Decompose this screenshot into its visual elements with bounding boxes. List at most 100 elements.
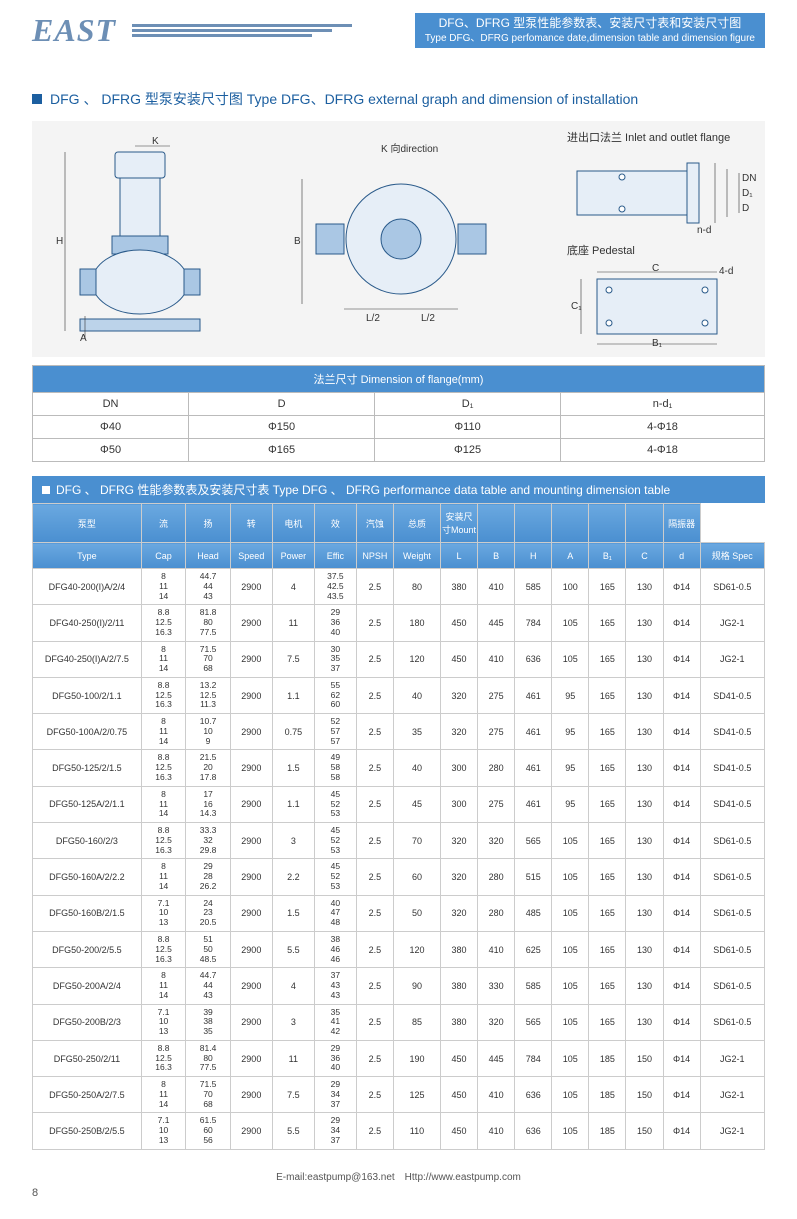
- table-cell: SD61-0.5: [700, 1004, 764, 1040]
- table-cell: 485: [515, 895, 552, 931]
- sub-header: NPSH: [356, 543, 393, 569]
- table-cell: 450: [440, 1040, 477, 1076]
- table-cell: 130: [626, 786, 663, 822]
- group-header: 流: [141, 504, 186, 543]
- table-cell: Φ14: [663, 1113, 700, 1149]
- table-cell: SD61-0.5: [700, 931, 764, 967]
- table-cell: DFG50-200/2/5.5: [33, 931, 142, 967]
- group-header: [552, 504, 589, 543]
- table-cell: 100: [552, 569, 589, 605]
- table-cell: 330: [478, 968, 515, 1004]
- table-cell: 242320.5: [186, 895, 231, 931]
- flange-col-header: D₁: [375, 393, 561, 416]
- sub-header: Effic: [314, 543, 356, 569]
- table-row: DFG50-100A/2/0.758111410.710929000.75525…: [33, 714, 765, 750]
- table-cell: DFG50-250B/2/5.5: [33, 1113, 142, 1149]
- table-cell: DFG50-100A/2/0.75: [33, 714, 142, 750]
- table-cell: Φ14: [663, 968, 700, 1004]
- table-cell: 5.5: [272, 931, 314, 967]
- table-row: DFG50-100/2/1.18.812.516.313.212.511.329…: [33, 677, 765, 713]
- table-cell: 44.74443: [186, 569, 231, 605]
- table-cell: 150: [626, 1077, 663, 1113]
- svg-text:D: D: [742, 203, 749, 214]
- table-cell: JG2-1: [700, 1040, 764, 1076]
- table-cell: 410: [478, 931, 515, 967]
- table-cell: 180: [393, 605, 440, 641]
- table-cell: 384646: [314, 931, 356, 967]
- table-cell: 515048.5: [186, 931, 231, 967]
- svg-text:DN: DN: [742, 173, 756, 184]
- table-cell: 7.5: [272, 1077, 314, 1113]
- table-cell: 105: [552, 968, 589, 1004]
- table-cell: 300: [440, 750, 477, 786]
- table-cell: DFG50-200B/2/3: [33, 1004, 142, 1040]
- table-cell: SD41-0.5: [700, 677, 764, 713]
- table-cell: 280: [478, 859, 515, 895]
- pump-top-diagram: K 向direction B L/2 L/2: [286, 134, 516, 344]
- table-cell: 71.57068: [186, 1077, 231, 1113]
- header-title-en: Type DFG、DFRG perfomance date,dimension …: [425, 32, 755, 45]
- flange-cell: 4-Φ18: [561, 439, 765, 462]
- table-cell: 130: [626, 823, 663, 859]
- table-cell: 2900: [230, 569, 272, 605]
- table-cell: Φ14: [663, 895, 700, 931]
- table-row: DFG50-200/2/5.58.812.516.3515048.529005.…: [33, 931, 765, 967]
- table-cell: Φ14: [663, 859, 700, 895]
- table-cell: 2900: [230, 641, 272, 677]
- table-cell: 85: [393, 1004, 440, 1040]
- svg-text:K: K: [152, 136, 159, 147]
- table-cell: 445: [478, 1040, 515, 1076]
- table-cell: 130: [626, 968, 663, 1004]
- table-cell: 2900: [230, 895, 272, 931]
- table-cell: 171614.3: [186, 786, 231, 822]
- diagram-area: K H A K 向direction B L/2 L/2 进出口法兰 Inlet…: [32, 121, 765, 357]
- table-cell: 2900: [230, 1004, 272, 1040]
- flange-diagram: DN D₁ D n-d: [567, 151, 757, 236]
- table-cell: 190: [393, 1040, 440, 1076]
- table-cell: 1.5: [272, 750, 314, 786]
- table-cell: 33.33229.8: [186, 823, 231, 859]
- svg-text:C: C: [652, 264, 659, 274]
- group-header: 汽蚀: [356, 504, 393, 543]
- table-cell: DFG50-160/2/3: [33, 823, 142, 859]
- table-cell: 410: [478, 1113, 515, 1149]
- table-cell: 165: [589, 895, 626, 931]
- table-row: DFG50-200B/2/37.11013393835290033541422.…: [33, 1004, 765, 1040]
- table-cell: 81114: [141, 569, 186, 605]
- group-header: 电机: [272, 504, 314, 543]
- group-header: 泵型: [33, 504, 142, 543]
- table-cell: 275: [478, 786, 515, 822]
- main-title-bullet: [42, 486, 50, 494]
- table-cell: 7.5: [272, 641, 314, 677]
- sub-header: B₁: [589, 543, 626, 569]
- table-cell: 150: [626, 1113, 663, 1149]
- sub-header: H: [515, 543, 552, 569]
- table-cell: 556260: [314, 677, 356, 713]
- table-cell: 2900: [230, 1113, 272, 1149]
- svg-text:4-d: 4-d: [719, 266, 733, 277]
- group-header: 总质: [393, 504, 440, 543]
- table-cell: 105: [552, 641, 589, 677]
- table-cell: 81114: [141, 714, 186, 750]
- table-cell: DFG40-200(I)A/2/4: [33, 569, 142, 605]
- table-cell: 2.5: [356, 750, 393, 786]
- table-cell: JG2-1: [700, 1077, 764, 1113]
- table-cell: 13.212.511.3: [186, 677, 231, 713]
- table-cell: 21.52017.8: [186, 750, 231, 786]
- pedestal-diagram: C 4-d C₁ B₁: [567, 264, 757, 349]
- table-cell: 10.7109: [186, 714, 231, 750]
- sub-header: C: [626, 543, 663, 569]
- table-cell: 2900: [230, 714, 272, 750]
- table-cell: 2900: [230, 1040, 272, 1076]
- table-cell: 393835: [186, 1004, 231, 1040]
- table-cell: SD41-0.5: [700, 750, 764, 786]
- table-row: DFG50-250B/2/5.57.1101361.5605629005.529…: [33, 1113, 765, 1149]
- table-cell: 2900: [230, 968, 272, 1004]
- table-cell: 784: [515, 605, 552, 641]
- table-cell: 2.5: [356, 786, 393, 822]
- table-cell: 380: [440, 569, 477, 605]
- table-cell: 7.11013: [141, 1113, 186, 1149]
- table-cell: 292826.2: [186, 859, 231, 895]
- table-cell: 2.5: [356, 895, 393, 931]
- table-cell: 130: [626, 714, 663, 750]
